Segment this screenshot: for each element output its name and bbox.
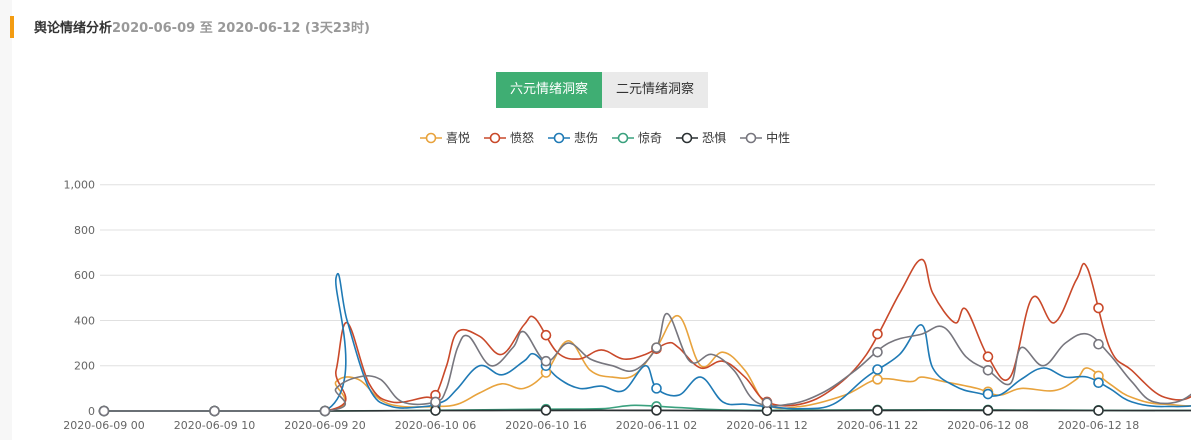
legend-label: 悲伤: [574, 131, 599, 145]
data-point-marker[interactable]: [982, 388, 994, 400]
data-point-marker[interactable]: [982, 364, 994, 376]
data-point-marker[interactable]: [872, 364, 883, 375]
legend-marker-icon: [612, 132, 635, 143]
x-tick-label: 2020-06-09 20: [284, 419, 365, 432]
x-tick-label: 2020-06-09 00: [63, 419, 144, 432]
x-tick-label: 2020-06-12 08: [947, 419, 1028, 432]
x-tick-label: 2020-06-11 22: [837, 419, 918, 432]
legend-marker-icon: [676, 132, 699, 143]
data-point-marker[interactable]: [430, 405, 441, 416]
section-title: 舆论情绪分析2020-06-09 至 2020-06-12 (3天23时): [34, 17, 370, 36]
data-point-marker[interactable]: [982, 405, 994, 416]
data-point-marker[interactable]: [872, 374, 883, 385]
y-tick-label: 400: [74, 314, 95, 327]
y-tick-label: 1,000: [64, 179, 96, 192]
legend-marker-icon: [548, 132, 571, 143]
series-line-5: [103, 312, 1191, 412]
x-tick-label: 2020-06-10 06: [395, 419, 476, 432]
data-point-marker[interactable]: [430, 396, 441, 408]
y-tick-label: 800: [74, 224, 95, 237]
legend-item[interactable]: 悲伤: [548, 129, 598, 146]
data-point-marker[interactable]: [98, 405, 110, 417]
data-point-marker[interactable]: [761, 397, 773, 409]
legend-item[interactable]: 恐惧: [676, 129, 726, 146]
data-point-marker[interactable]: [1093, 302, 1104, 314]
legend-label: 喜悦: [446, 131, 471, 145]
x-tick-label: 2020-06-12 18: [1058, 419, 1139, 432]
legend-item[interactable]: 惊奇: [612, 129, 662, 146]
x-tick-label: 2020-06-11 12: [726, 419, 807, 432]
legend-label: 愤怒: [510, 131, 535, 145]
data-point-marker[interactable]: [651, 383, 662, 394]
data-point-marker[interactable]: [1093, 338, 1104, 350]
date-range: 2020-06-09 至 2020-06-12 (3天23时): [112, 21, 370, 36]
legend-item[interactable]: 中性: [740, 129, 790, 146]
chart-legend: 喜悦 愤怒 悲伤 惊奇 恐惧 中性: [420, 129, 790, 146]
series-line-1: [103, 258, 1191, 412]
data-point-marker[interactable]: [872, 405, 883, 416]
data-point-marker[interactable]: [540, 355, 552, 367]
data-point-marker[interactable]: [540, 405, 552, 416]
data-point-marker[interactable]: [982, 351, 994, 362]
legend-marker-icon: [420, 132, 442, 143]
x-tick-label: 2020-06-11 02: [616, 419, 697, 432]
data-point-marker[interactable]: [540, 329, 552, 341]
series-line-2: [103, 273, 1191, 412]
legend-label: 恐惧: [702, 131, 727, 145]
data-point-marker[interactable]: [319, 405, 331, 417]
legend-marker-icon: [484, 132, 507, 143]
legend-label: 惊奇: [638, 131, 663, 145]
x-tick-label: 2020-06-09 10: [174, 419, 255, 432]
data-point-marker[interactable]: [872, 328, 883, 340]
title-text: 舆论情绪分析: [34, 21, 113, 36]
tab-six-emotions[interactable]: 六元情绪洞察: [496, 72, 603, 108]
legend-item[interactable]: 愤怒: [484, 129, 534, 146]
data-point-marker[interactable]: [1093, 405, 1104, 416]
tab-two-emotions[interactable]: 二元情绪洞察: [602, 72, 709, 108]
x-tick-label: 2020-06-10 16: [505, 419, 586, 432]
data-point-marker[interactable]: [209, 405, 220, 417]
series-line-0: [103, 315, 1191, 412]
data-point-marker[interactable]: [651, 405, 662, 416]
series-line-4: [103, 409, 1191, 412]
y-tick-label: 600: [74, 269, 95, 282]
legend-item[interactable]: 喜悦: [420, 129, 470, 146]
data-point-marker[interactable]: [651, 342, 662, 353]
y-tick-label: 0: [88, 405, 95, 418]
data-point-marker[interactable]: [1093, 377, 1104, 389]
section-accent-bar: [10, 16, 14, 38]
legend-label: 中性: [766, 131, 791, 145]
y-tick-label: 200: [74, 360, 95, 373]
emotion-tabs: 六元情绪洞察 二元情绪洞察: [496, 72, 709, 108]
legend-marker-icon: [740, 132, 763, 143]
data-point-marker[interactable]: [872, 346, 883, 358]
